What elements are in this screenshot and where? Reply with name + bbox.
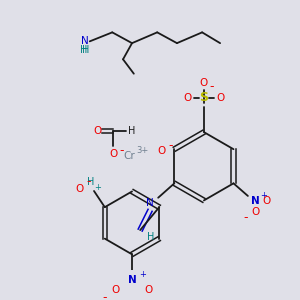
- Text: +: +: [94, 183, 101, 192]
- Text: O: O: [184, 93, 192, 103]
- Text: +: +: [261, 191, 268, 200]
- Text: O: O: [251, 207, 259, 217]
- Text: O: O: [262, 196, 271, 206]
- Text: H: H: [147, 232, 155, 242]
- Text: O: O: [93, 126, 101, 136]
- Text: O: O: [76, 184, 84, 194]
- Text: H: H: [87, 177, 94, 187]
- Text: -: -: [244, 211, 248, 224]
- Text: S: S: [200, 92, 208, 104]
- Text: H: H: [80, 45, 87, 55]
- Text: O: O: [144, 285, 152, 295]
- Text: N: N: [251, 196, 260, 206]
- Text: N: N: [128, 274, 136, 284]
- Text: O: O: [109, 149, 117, 159]
- Text: -: -: [103, 291, 107, 300]
- Text: -: -: [86, 176, 91, 188]
- Text: -: -: [119, 144, 124, 157]
- Text: O: O: [200, 78, 208, 88]
- Text: O: O: [216, 93, 224, 103]
- Text: -: -: [210, 80, 214, 93]
- Text: O: O: [158, 146, 166, 156]
- Text: N: N: [146, 198, 154, 208]
- Text: 3+: 3+: [137, 146, 149, 155]
- Text: Cr: Cr: [124, 152, 135, 161]
- Text: +: +: [140, 270, 146, 279]
- Text: N: N: [81, 36, 89, 46]
- Text: H: H: [82, 45, 89, 55]
- Text: O: O: [112, 285, 120, 295]
- Text: -: -: [169, 139, 173, 152]
- Text: H: H: [128, 126, 135, 136]
